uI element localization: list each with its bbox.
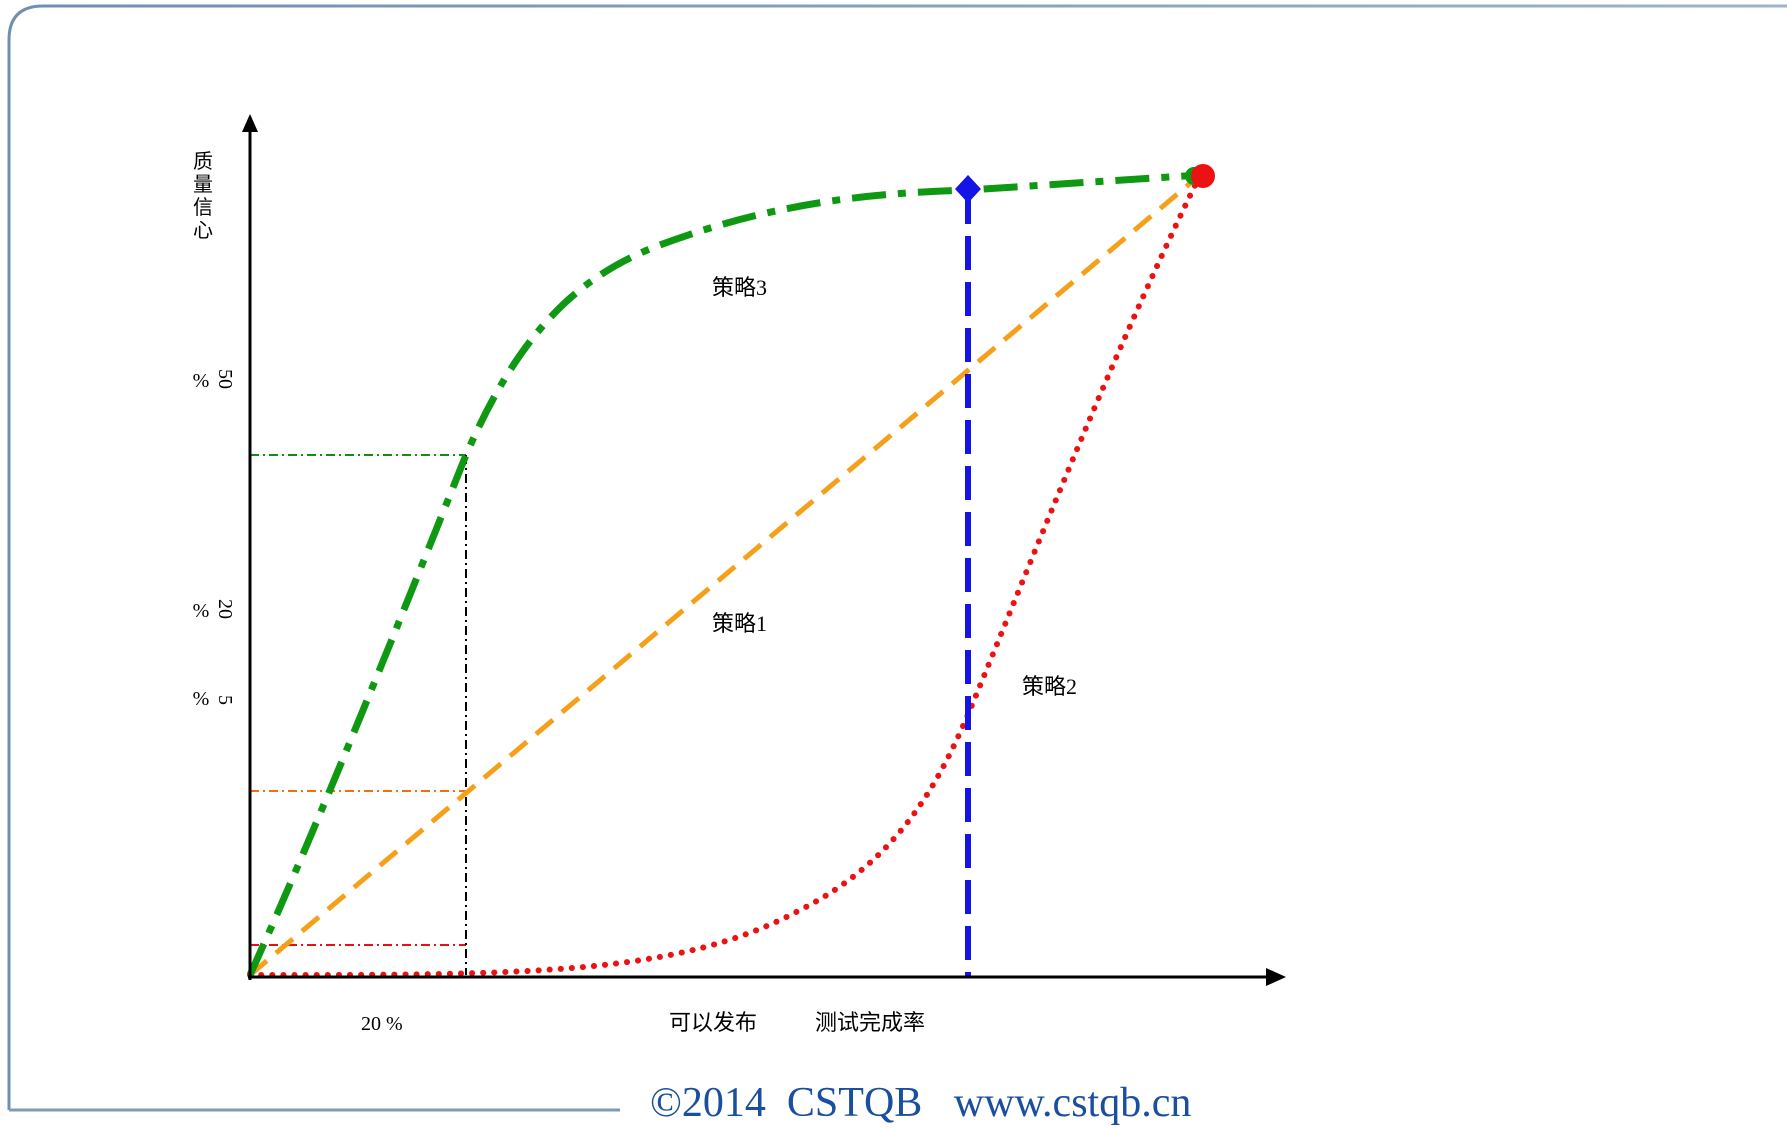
y-tick-20: 20 % <box>193 599 236 622</box>
y-tick-5-unit: % <box>193 688 210 710</box>
y-axis-arrow <box>242 114 258 132</box>
y-tick-50: 50 % <box>193 369 236 392</box>
y-axis-label-char-1: 质 <box>193 150 213 173</box>
slide-border <box>7 4 1787 1110</box>
endpoint-red-marker <box>1191 164 1215 188</box>
y-tick-20-unit: % <box>193 600 210 622</box>
y-axis-label-char-4: 心 <box>193 220 213 242</box>
strategy2-label: 策略2 <box>1022 674 1077 699</box>
strategy3-curve <box>246 171 1201 977</box>
y-tick-50-unit: % <box>193 370 210 392</box>
release-diamond-marker <box>955 175 981 203</box>
strategy3-label: 策略3 <box>712 275 767 300</box>
y-axis-label-char-2: 量 <box>193 174 213 196</box>
y-axis-label-char-3: 信 <box>193 196 213 219</box>
footer-copyright: ©2014 CSTQB www.cstqb.cn <box>650 1080 1192 1126</box>
y-tick-5-value: 5 <box>214 695 236 705</box>
y-axis-label: 质 量 信 心 <box>193 150 213 242</box>
strategy1-label: 策略1 <box>712 611 767 636</box>
x-axis-arrow <box>1266 968 1286 986</box>
strategy1-curve <box>248 173 1202 977</box>
strategy2-curve <box>247 172 1203 978</box>
x-tick-20: 20 % <box>361 1013 403 1035</box>
x-label-release: 可以发布 <box>669 1010 757 1035</box>
y-tick-20-value: 20 <box>214 599 236 619</box>
y-tick-5: 5 % <box>193 688 236 710</box>
x-label-completion-rate: 测试完成率 <box>815 1010 925 1035</box>
y-tick-50-value: 50 <box>214 369 236 389</box>
